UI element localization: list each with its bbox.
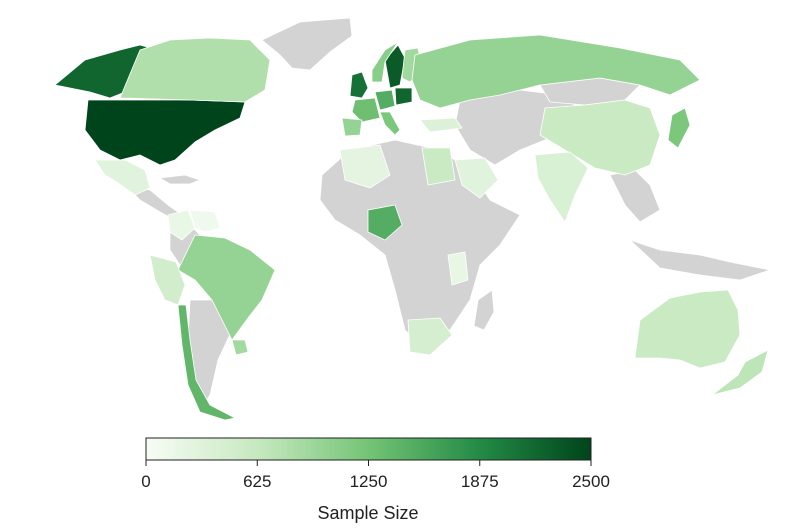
- greenland: [261, 17, 353, 71]
- region-south-africa: [407, 317, 453, 356]
- region-colombia: [167, 209, 196, 241]
- colorbar: [145, 437, 592, 461]
- region-united-kingdom: [349, 71, 369, 99]
- region-nigeria: [367, 204, 403, 241]
- region-venezuela: [189, 209, 221, 233]
- region-algeria: [339, 144, 391, 189]
- region-new-zealand: [711, 349, 769, 396]
- region-australia: [634, 289, 741, 369]
- colorbar-ticks: 0 625 1250 1875 2500: [141, 460, 610, 491]
- colorbar-tick-label: 1250: [350, 472, 388, 491]
- region-brazil: [177, 234, 276, 341]
- region-spain: [341, 117, 363, 137]
- colorbar-title: Sample Size: [317, 503, 418, 523]
- colorbar-tick-label: 2500: [572, 472, 610, 491]
- region-uruguay: [231, 339, 249, 356]
- data-regions: [54, 34, 769, 420]
- colorbar-legend: 0 625 1250 1875 2500 Sample Size: [141, 437, 610, 523]
- region-india: [534, 151, 589, 223]
- caribbean: [159, 174, 201, 185]
- colorbar-tick-label: 0: [141, 472, 150, 491]
- colorbar-tick-label: 1875: [461, 472, 499, 491]
- region-united-states: [84, 99, 246, 166]
- region-turkey: [419, 117, 463, 133]
- colorbar-tick-label: 625: [243, 472, 271, 491]
- southeast-asia: [609, 169, 771, 281]
- region-poland: [394, 87, 413, 106]
- region-norway: [371, 41, 399, 83]
- region-russia: [411, 34, 701, 109]
- region-mexico: [94, 159, 151, 196]
- region-saudi-arabia: [454, 157, 499, 199]
- region-kenya: [447, 251, 469, 286]
- region-canada: [119, 37, 271, 103]
- region-germany: [374, 89, 396, 111]
- region-japan: [667, 107, 691, 149]
- region-egypt: [421, 147, 456, 186]
- region-chile: [177, 304, 236, 420]
- madagascar: [473, 289, 495, 331]
- world-map: [54, 17, 771, 420]
- region-france: [351, 97, 381, 123]
- region-italy: [379, 111, 401, 136]
- region-china: [539, 99, 661, 176]
